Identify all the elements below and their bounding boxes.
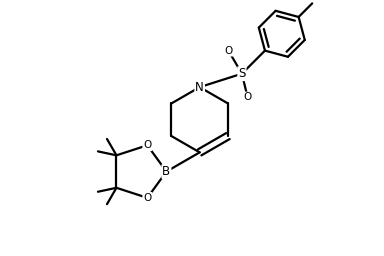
Text: O: O — [243, 92, 252, 102]
Text: O: O — [224, 46, 233, 56]
Text: B: B — [162, 165, 170, 178]
Text: O: O — [143, 193, 151, 203]
Text: N: N — [195, 81, 204, 94]
Text: O: O — [143, 140, 151, 150]
Text: S: S — [238, 67, 246, 80]
